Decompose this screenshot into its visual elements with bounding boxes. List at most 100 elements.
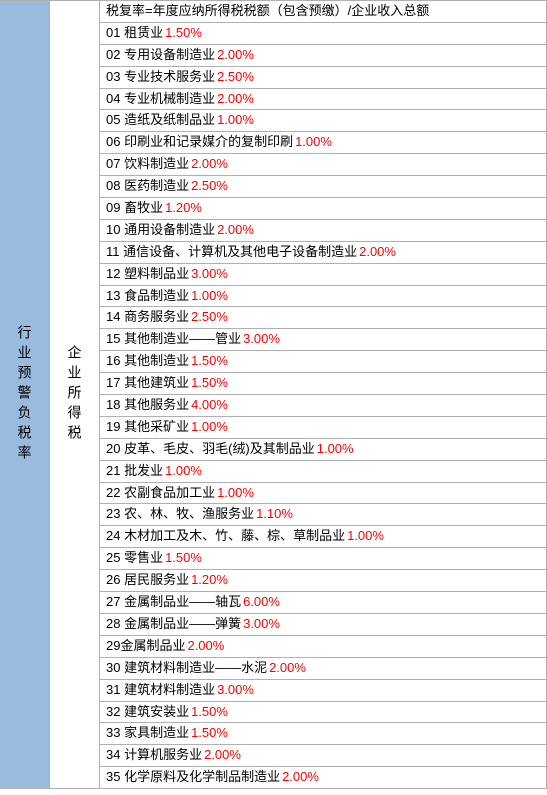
row-label: 32 建筑安装业	[106, 704, 189, 721]
row-label: 05 造纸及纸制品业	[106, 112, 215, 129]
row-rate: 6.00%	[243, 594, 280, 611]
middle-header-cell: 企业所得税	[50, 0, 100, 789]
row-rate: 1.00%	[317, 441, 354, 458]
row-rate: 1.20%	[191, 572, 228, 589]
row-rate: 2.00%	[217, 47, 254, 64]
row-label: 06 印刷业和记录媒介的复制印刷	[106, 134, 293, 151]
row-rate: 1.50%	[191, 375, 228, 392]
table-row: 24 木材加工及木、竹、藤、棕、草制品业 1.00%	[100, 525, 547, 547]
row-label: 14 商务服务业	[106, 309, 189, 326]
table-row: 28 金属制品业——弹簧 3.00%	[100, 613, 547, 635]
table-row: 23 农、林、牧、渔服务业 1.10%	[100, 503, 547, 525]
row-label: 02 专用设备制造业	[106, 47, 215, 64]
row-rate: 3.00%	[243, 616, 280, 633]
table-row: 29金属制品业 2.00%	[100, 635, 547, 657]
row-rate: 3.00%	[243, 331, 280, 348]
row-rate: 2.00%	[187, 638, 224, 655]
left-header-cell: 行业预警负税率	[0, 0, 50, 789]
row-rate: 1.20%	[165, 200, 202, 217]
row-label: 22 农副食品加工业	[106, 485, 215, 502]
table-row: 19 其他采矿业 1.00%	[100, 416, 547, 438]
formula-row: 税复率=年度应纳所得税税额（包含预缴）/企业收入总额	[100, 0, 547, 22]
table-row: 16 其他制造业 1.50%	[100, 350, 547, 372]
row-label: 31 建筑材料制造业	[106, 682, 215, 699]
row-label: 24 木材加工及木、竹、藤、棕、草制品业	[106, 528, 345, 545]
row-label: 03 专业技术服务业	[106, 69, 215, 86]
row-label: 09 畜牧业	[106, 200, 163, 217]
row-label: 28 金属制品业——弹簧	[106, 616, 241, 633]
table-row: 08 医药制造业 2.50%	[100, 175, 547, 197]
table-row: 35 化学原料及化学制品制造业 2.00%	[100, 766, 547, 789]
row-rate: 1.10%	[256, 506, 293, 523]
row-rate: 2.00%	[269, 660, 306, 677]
row-rate: 1.50%	[191, 704, 228, 721]
row-rate: 1.00%	[165, 463, 202, 480]
table-row: 06 印刷业和记录媒介的复制印刷 1.00%	[100, 131, 547, 153]
table-row: 12 塑料制品业 3.00%	[100, 263, 547, 285]
table-row: 25 零售业 1.50%	[100, 547, 547, 569]
row-label: 21 批发业	[106, 463, 163, 480]
formula-text: 税复率=年度应纳所得税税额（包含预缴）/企业收入总额	[106, 3, 429, 20]
row-rate: 2.00%	[191, 156, 228, 173]
table-row: 32 建筑安装业 1.50%	[100, 701, 547, 723]
row-label: 10 通用设备制造业	[106, 222, 215, 239]
table-row: 20 皮革、毛皮、羽毛(绒)及其制品业 1.00%	[100, 438, 547, 460]
row-rate: 2.50%	[191, 178, 228, 195]
row-label: 12 塑料制品业	[106, 266, 189, 283]
row-label: 27 金属制品业——轴瓦	[106, 594, 241, 611]
row-rate: 1.00%	[295, 134, 332, 151]
row-label: 34 计算机服务业	[106, 747, 202, 764]
row-label: 15 其他制造业——管业	[106, 331, 241, 348]
row-label: 25 零售业	[106, 550, 163, 567]
table-row: 07 饮料制造业 2.00%	[100, 153, 547, 175]
table-row: 03 专业技术服务业 2.50%	[100, 66, 547, 88]
table-row: 31 建筑材料制造业 3.00%	[100, 679, 547, 701]
row-rate: 2.00%	[217, 222, 254, 239]
row-label: 35 化学原料及化学制品制造业	[106, 769, 280, 786]
row-label: 30 建筑材料制造业——水泥	[106, 660, 267, 677]
data-column: 税复率=年度应纳所得税税额（包含预缴）/企业收入总额 01 租赁业 1.50%0…	[100, 0, 547, 789]
table-row: 18 其他服务业 4.00%	[100, 394, 547, 416]
row-rate: 2.00%	[282, 769, 319, 786]
table-row: 17 其他建筑业 1.50%	[100, 372, 547, 394]
row-label: 04 专业机械制造业	[106, 91, 215, 108]
row-rate: 1.00%	[217, 112, 254, 129]
table-row: 09 畜牧业 1.20%	[100, 197, 547, 219]
table-row: 01 租赁业 1.50%	[100, 22, 547, 44]
table-row: 04 专业机械制造业 2.00%	[100, 88, 547, 110]
row-label: 17 其他建筑业	[106, 375, 189, 392]
row-rate: 1.50%	[191, 725, 228, 742]
row-label: 20 皮革、毛皮、羽毛(绒)及其制品业	[106, 441, 315, 458]
row-label: 29金属制品业	[106, 638, 185, 655]
row-label: 13 食品制造业	[106, 288, 189, 305]
table-row: 22 农副食品加工业 1.00%	[100, 482, 547, 504]
table-row: 02 专用设备制造业 2.00%	[100, 44, 547, 66]
row-label: 01 租赁业	[106, 25, 163, 42]
row-label: 07 饮料制造业	[106, 156, 189, 173]
table-row: 30 建筑材料制造业——水泥 2.00%	[100, 657, 547, 679]
row-rate: 3.00%	[217, 682, 254, 699]
table-row: 13 食品制造业 1.00%	[100, 285, 547, 307]
row-label: 19 其他采矿业	[106, 419, 189, 436]
middle-header-text: 企业所得税	[65, 345, 85, 445]
row-rate: 3.00%	[191, 266, 228, 283]
row-rate: 1.50%	[191, 353, 228, 370]
table-row: 05 造纸及纸制品业 1.00%	[100, 109, 547, 131]
row-rate: 2.50%	[217, 69, 254, 86]
row-label: 33 家具制造业	[106, 725, 189, 742]
row-rate: 1.00%	[191, 288, 228, 305]
row-label: 11 通信设备、计算机及其他电子设备制造业	[106, 244, 357, 261]
table-row: 15 其他制造业——管业 3.00%	[100, 328, 547, 350]
table-row: 10 通用设备制造业 2.00%	[100, 219, 547, 241]
table-row: 11 通信设备、计算机及其他电子设备制造业 2.00%	[100, 241, 547, 263]
row-rate: 1.50%	[165, 25, 202, 42]
row-rate: 1.00%	[217, 485, 254, 502]
row-rate: 1.50%	[165, 550, 202, 567]
tax-rate-table: 行业预警负税率 企业所得税 税复率=年度应纳所得税税额（包含预缴）/企业收入总额…	[0, 0, 547, 789]
table-row: 14 商务服务业 2.50%	[100, 306, 547, 328]
row-rate: 2.00%	[359, 244, 396, 261]
row-label: 16 其他制造业	[106, 353, 189, 370]
row-rate: 2.00%	[204, 747, 241, 764]
row-rate: 2.00%	[217, 91, 254, 108]
table-row: 21 批发业 1.00%	[100, 460, 547, 482]
